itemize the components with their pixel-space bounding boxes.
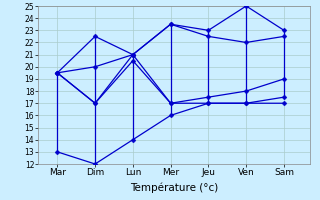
X-axis label: Température (°c): Température (°c) xyxy=(130,183,219,193)
